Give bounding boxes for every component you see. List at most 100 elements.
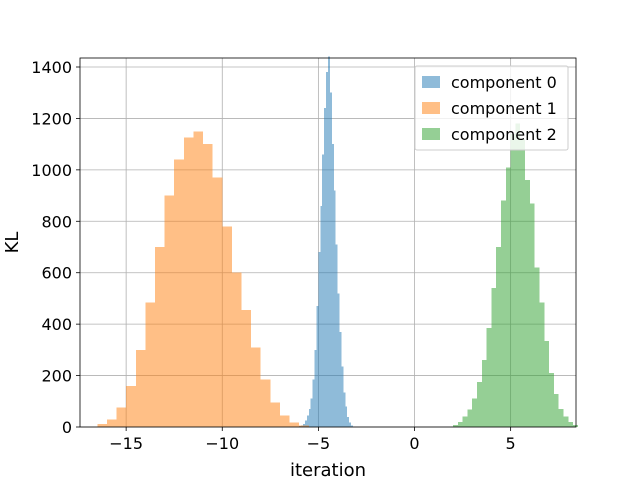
series-1 xyxy=(97,131,309,428)
histogram-bar xyxy=(553,394,559,427)
legend-label: component 2 xyxy=(451,125,557,144)
histogram-bar xyxy=(472,398,477,427)
histogram-bar xyxy=(333,190,336,427)
histogram-bar xyxy=(339,331,342,427)
histogram-bar xyxy=(496,247,502,427)
histogram-bar xyxy=(260,379,271,427)
histogram-bar xyxy=(539,302,545,427)
y-tick-label: 1000 xyxy=(31,161,72,180)
histogram-bar xyxy=(544,340,550,427)
x-tick-label: −5 xyxy=(307,434,331,453)
histogram-bar xyxy=(549,373,554,427)
histogram-bar xyxy=(174,159,184,428)
histogram-bar xyxy=(335,244,338,427)
legend-label: component 1 xyxy=(451,99,557,118)
histogram-bar xyxy=(481,360,487,427)
histogram-bar xyxy=(337,293,340,427)
histogram-bar xyxy=(312,379,315,427)
histogram-bar xyxy=(306,415,309,427)
histogram-bar xyxy=(116,407,127,427)
histogram-bar xyxy=(212,177,223,427)
histogram-bar xyxy=(351,425,353,427)
histogram-bar xyxy=(222,226,232,427)
histogram-bar xyxy=(299,425,309,427)
series-2 xyxy=(452,123,578,428)
histogram-bar xyxy=(145,302,155,427)
histogram-bar xyxy=(97,423,107,427)
histogram-bar xyxy=(193,131,204,428)
histogram-bar xyxy=(534,267,540,427)
legend-swatch xyxy=(422,76,440,88)
histogram-bar xyxy=(289,422,300,427)
histogram-bar xyxy=(341,366,344,427)
histogram-bar xyxy=(304,420,307,427)
histogram-bar xyxy=(452,424,458,427)
histogram-bar xyxy=(135,349,146,427)
histogram-bar xyxy=(279,415,290,427)
histogram-bar xyxy=(310,398,313,427)
legend-entry: component 2 xyxy=(422,125,557,144)
histogram-bar xyxy=(328,56,330,427)
legend-entry: component 0 xyxy=(422,73,557,92)
histogram-bar xyxy=(525,180,530,427)
x-tick-label: 5 xyxy=(506,434,516,453)
series-0 xyxy=(299,56,353,428)
histogram-bar xyxy=(563,416,569,427)
x-tick-label: −15 xyxy=(109,434,143,453)
y-axis-label: KL xyxy=(2,232,23,254)
histogram-bar xyxy=(251,347,261,427)
y-tick-label: 1200 xyxy=(31,109,72,128)
legend-swatch xyxy=(422,102,440,114)
histogram-bar xyxy=(308,409,311,427)
legend-box xyxy=(414,65,569,151)
histogram-bar xyxy=(501,200,506,427)
histogram-bar xyxy=(314,349,317,427)
y-tick-label: 600 xyxy=(41,264,72,283)
histogram-bar xyxy=(183,137,194,427)
y-tick-label: 0 xyxy=(62,418,72,437)
x-tick-label: 0 xyxy=(409,434,419,453)
legend: component 0 component 1 component 2 xyxy=(414,65,569,151)
axis-ticks: −15 −10 −5 0 5 0 200 400 600 800 1000 1200 1400 xyxy=(31,58,515,453)
histogram-bar xyxy=(329,92,332,427)
histogram-bar xyxy=(568,421,574,427)
x-axis-label: iteration xyxy=(290,460,366,480)
histogram-bar xyxy=(515,123,521,428)
legend-entry: component 1 xyxy=(422,99,557,118)
histogram-bar xyxy=(270,402,280,427)
histogram-bar xyxy=(322,154,325,427)
histogram-bar xyxy=(520,139,526,427)
histogram-bar xyxy=(476,382,482,427)
histogram-bar xyxy=(318,252,321,427)
histogram-bar xyxy=(203,144,213,427)
histogram-bar xyxy=(231,272,242,427)
histogram-bar xyxy=(331,144,334,427)
histogram-bar xyxy=(343,392,346,427)
y-tick-label: 800 xyxy=(41,212,72,231)
histogram-bar xyxy=(324,108,327,428)
histogram-bar xyxy=(486,328,492,427)
histogram-bar xyxy=(505,167,511,428)
histogram-bar xyxy=(462,416,468,427)
bars xyxy=(97,56,578,428)
plot-frame xyxy=(79,57,577,428)
y-tick-label: 1400 xyxy=(31,58,72,77)
histogram-bar xyxy=(347,417,350,427)
legend-label: component 0 xyxy=(451,73,557,92)
legend-swatch xyxy=(422,128,440,140)
histogram-bar xyxy=(349,422,352,427)
histogram-bar xyxy=(326,72,328,428)
histogram-bar xyxy=(320,205,323,427)
histogram-bar xyxy=(154,247,165,427)
histogram-bar xyxy=(126,385,136,427)
histogram-bar xyxy=(573,424,578,427)
histogram-bar xyxy=(510,133,516,427)
histogram-bar xyxy=(164,195,175,427)
y-tick-label: 200 xyxy=(41,367,72,386)
histogram-bar xyxy=(316,306,319,427)
x-tick-label: −10 xyxy=(205,434,239,453)
histogram-bar xyxy=(345,406,348,427)
histogram-bar xyxy=(529,203,535,427)
histogram-bar xyxy=(558,409,564,427)
